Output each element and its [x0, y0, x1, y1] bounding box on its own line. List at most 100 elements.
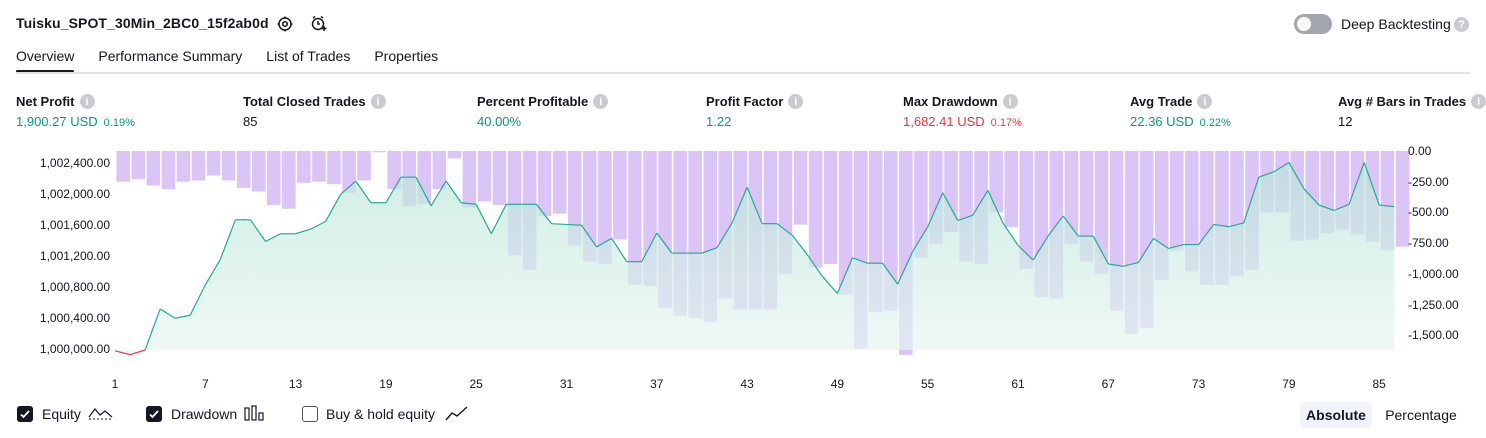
equity-line-segment	[551, 223, 567, 226]
line-chart-icon	[445, 404, 469, 427]
equity-line-segment	[897, 251, 914, 285]
metric-value: 12	[1338, 114, 1353, 129]
y-tick-label-right: -1,250.00	[1408, 297, 1459, 312]
help-icon[interactable]: i	[79, 94, 95, 109]
drawdown-bar	[297, 151, 311, 183]
x-tick-label: 43	[740, 377, 754, 391]
metric-net-profit: Net Profit i 1,900.27 USD 0.19%	[16, 94, 135, 129]
equity-line-segment	[821, 275, 838, 294]
metric-value: 1,682.41 USD	[903, 114, 985, 129]
drawdown-bar	[598, 151, 612, 264]
equity-line-segment	[219, 219, 236, 260]
equity-line-segment	[806, 254, 823, 277]
help-icon[interactable]: i	[1002, 94, 1018, 109]
metric-label: Net Profit	[16, 94, 75, 109]
drawdown-bar	[116, 151, 131, 182]
help-icon[interactable]: i	[593, 94, 609, 109]
equity-line-segment	[1017, 244, 1034, 261]
drawdown-bar	[206, 151, 221, 176]
equity-line-segment	[490, 204, 507, 235]
equity-line-segment	[776, 223, 793, 236]
add-alert-icon[interactable]	[309, 14, 329, 34]
equity-line-segment	[175, 314, 191, 319]
help-icon[interactable]: i	[1197, 94, 1213, 109]
equity-line-segment	[249, 219, 266, 242]
equity-line-segment	[355, 180, 372, 204]
drawdown-bar	[131, 151, 146, 180]
drawdown-label: Drawdown	[171, 406, 238, 422]
equity-checkbox[interactable]	[17, 406, 33, 422]
drawdown-bar	[357, 151, 371, 181]
tab-properties[interactable]: Properties	[374, 48, 439, 64]
metric-percent: 0.19%	[103, 117, 135, 129]
drawdown-bar	[462, 151, 477, 208]
metric-value: 40.00%	[477, 114, 522, 129]
drawdown-bar	[191, 151, 206, 181]
y-tick-label-left: 1,000,400.00	[39, 311, 110, 325]
drawdown-checkbox[interactable]	[146, 406, 162, 422]
equity-label: Equity	[42, 406, 81, 422]
equity-line-segment	[927, 192, 944, 228]
drawdown-bar	[568, 151, 582, 246]
tab-list-of-trades[interactable]: List of Trades	[266, 48, 351, 64]
drawdown-bar	[552, 151, 567, 214]
metric-total-closed-trades: Total Closed Trades i 85	[243, 94, 386, 129]
help-icon[interactable]: ?	[1454, 17, 1469, 32]
equity-line-segment	[325, 193, 342, 222]
equity-line-segment	[566, 223, 582, 226]
y-tick-label-right: -1,500.00	[1408, 328, 1459, 343]
drawdown-bar	[1019, 151, 1034, 269]
equity-line-segment	[295, 228, 311, 235]
buyhold-checkbox[interactable]	[302, 406, 318, 422]
x-tick-label: 1	[111, 377, 119, 391]
drawdown-bar	[989, 151, 1003, 213]
gear-icon[interactable]	[275, 14, 295, 34]
tab-overview[interactable]: Overview	[16, 48, 75, 74]
drawdown-bar	[1004, 151, 1018, 228]
equity-line-segment	[1348, 162, 1365, 205]
help-icon[interactable]: i	[1471, 94, 1486, 109]
help-icon[interactable]: i	[788, 94, 804, 109]
drawdown-bar	[342, 151, 356, 193]
percentage-button[interactable]: Percentage	[1385, 407, 1457, 423]
drawdown-bar	[387, 151, 401, 190]
metric-percent-profitable: Percent Profitable i 40.00%	[477, 94, 609, 129]
strategy-title: Tuisku_SPOT_30Min_2BC0_15f2ab0d	[16, 15, 269, 31]
drawdown-bar	[1064, 151, 1079, 245]
equity-line-segment	[430, 180, 447, 207]
drawdown-bar	[838, 151, 853, 295]
x-tick-label: 61	[1011, 377, 1025, 391]
drawdown-bar	[161, 151, 176, 190]
absolute-button[interactable]: Absolute	[1300, 402, 1372, 428]
metric-max-drawdown: Max Drawdown i 1,682.41 USD 0.17%	[903, 94, 1022, 129]
drawdown-bar	[432, 151, 447, 190]
equity-line-segment	[852, 257, 868, 264]
equity-line-segment	[1123, 261, 1139, 267]
drawdown-bar	[236, 151, 251, 188]
drawdown-bar	[221, 151, 236, 181]
metric-value: 1,900.27 USD	[16, 114, 98, 129]
deep-backtesting-toggle[interactable]	[1294, 14, 1332, 34]
drawdown-bar	[1079, 151, 1094, 262]
help-icon[interactable]: i	[370, 94, 386, 109]
equity-line-segment	[942, 192, 959, 221]
equity-line-segment	[1303, 188, 1320, 206]
y-tick-label-right: -1,000.00	[1408, 266, 1459, 281]
x-tick-label: 13	[288, 377, 303, 391]
metric-value: 1.22	[706, 114, 732, 129]
equity-line-segment	[641, 232, 658, 262]
equity-line-segment	[144, 308, 161, 351]
y-tick-label-right: -250.00	[1408, 174, 1449, 189]
metric-value: 85	[243, 114, 258, 129]
equity-line-segment	[114, 350, 131, 356]
equity-line-segment	[1333, 203, 1350, 212]
equity-line-segment	[415, 176, 432, 207]
equity-line-segment	[701, 247, 718, 254]
tab-performance-summary[interactable]: Performance Summary	[98, 48, 243, 64]
equity-line-segment	[475, 204, 492, 235]
equity-line-segment	[611, 238, 628, 262]
equity-line-segment	[1258, 171, 1275, 178]
drawdown-bar	[1170, 151, 1184, 251]
metric-profit-factor: Profit Factor i 1.22	[706, 94, 804, 129]
equity-line-segment	[1318, 204, 1335, 212]
